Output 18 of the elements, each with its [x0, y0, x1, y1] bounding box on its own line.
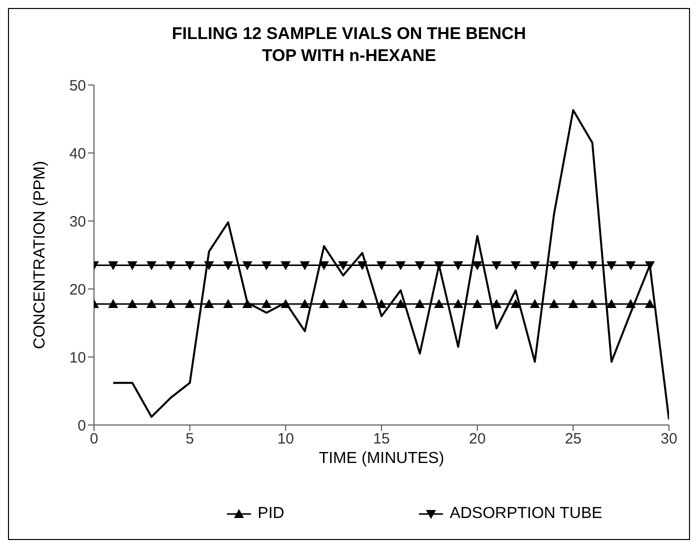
x-tick-label: 15	[373, 430, 390, 448]
x-tick-label: 25	[564, 430, 582, 448]
x-tick-label: 30	[660, 430, 678, 448]
legend-label: PID	[258, 505, 284, 523]
y-tick-label: 10	[69, 349, 86, 366]
y-axis-title: CONCENTRATION (PPM)	[32, 160, 49, 350]
x-tick-label: 0	[90, 430, 98, 448]
y-tick-label: 50	[69, 77, 86, 94]
y-tick-label: 0	[78, 417, 86, 434]
legend-label: ADSORPTION TUBE	[450, 505, 602, 523]
y-tick-label: 20	[69, 281, 86, 298]
x-tick-label: 10	[277, 430, 294, 448]
x-axis-title: TIME (MINUTES)	[318, 450, 444, 467]
x-tick-label: 20	[468, 430, 486, 448]
chart-title: FILLING 12 SAMPLE VIALS ON THE BENCH TOP WITH n-HEXANE	[170, 23, 528, 67]
y-tick-label: 40	[69, 145, 86, 162]
y-tick-label: 30	[69, 213, 86, 230]
x-tick-label: 5	[186, 430, 194, 448]
